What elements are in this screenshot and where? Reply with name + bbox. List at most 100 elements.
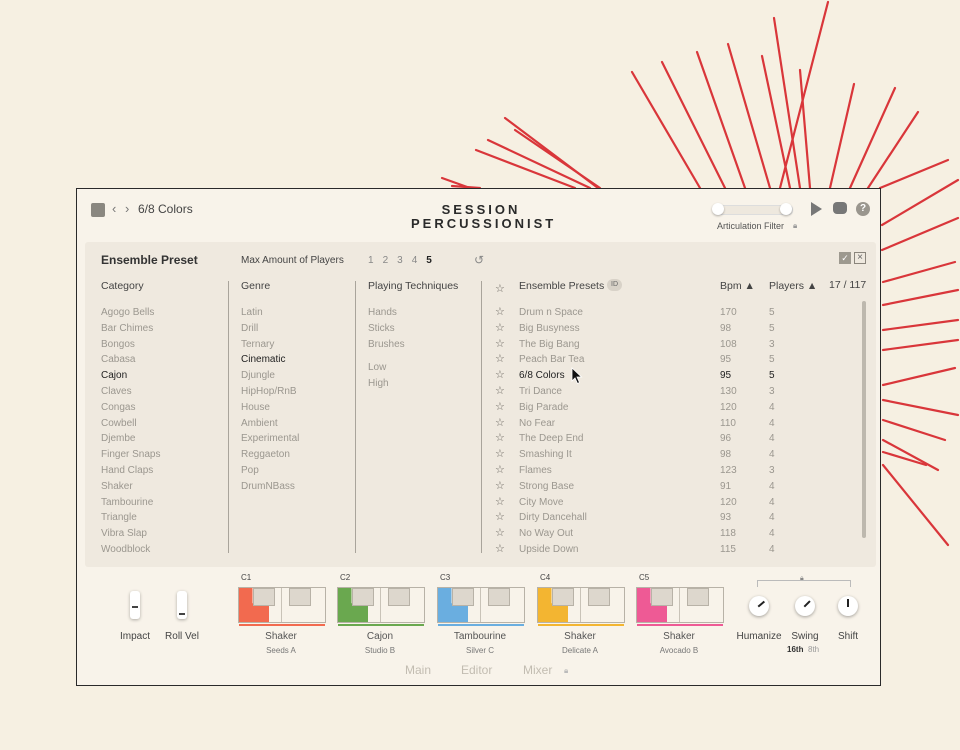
favorites-header-icon[interactable]: ☆ [495,283,505,295]
player-count-option[interactable]: 3 [397,255,403,266]
range-handle-right[interactable] [780,203,792,215]
category-item[interactable]: Cajon [101,370,128,382]
favorite-star-icon[interactable]: ☆ [495,542,505,555]
preset-scrollbar[interactable] [862,301,866,538]
instrument-slot[interactable] [437,587,525,626]
category-item[interactable]: Djembe [101,433,136,445]
category-item[interactable]: Bar Chimes [101,322,154,334]
genre-item[interactable]: Pop [241,464,259,476]
preset-row[interactable]: ☆ Big Busyness 98 5 [495,321,855,337]
category-item[interactable]: Agogo Bells [101,307,155,318]
player-count-option[interactable]: 1 [368,255,374,266]
bpm-header[interactable]: Bpm ▲ [720,280,755,292]
preset-row[interactable]: ☆ No Fear 110 4 [495,416,855,432]
genre-item[interactable]: Drill [241,322,259,334]
technique-item[interactable]: Brushes [368,338,405,350]
intensity-item[interactable]: Low [368,362,387,374]
technique-item[interactable]: Sticks [368,322,395,334]
favorite-star-icon[interactable]: ☆ [495,479,505,492]
swing-16th-option[interactable]: 16th [787,645,804,654]
confirm-icon[interactable]: ✓ [839,252,851,264]
favorite-star-icon[interactable]: ☆ [495,369,505,382]
tab-editor[interactable]: Editor [461,663,493,677]
favorite-star-icon[interactable]: ☆ [495,463,505,476]
favorite-star-icon[interactable]: ☆ [495,400,505,413]
instrument-slot[interactable] [238,587,326,626]
category-item[interactable]: Shaker [101,480,133,492]
category-item[interactable]: Woodblock [101,543,151,555]
favorite-star-icon[interactable]: ☆ [495,306,505,318]
range-handle-left[interactable] [712,203,724,215]
technique-item[interactable]: Hands [368,307,397,318]
impact-slider[interactable] [130,591,140,619]
preset-row[interactable]: ☆ Peach Bar Tea 95 5 [495,352,855,368]
reset-icon[interactable]: ↺ [474,253,485,267]
category-item[interactable]: Claves [101,385,132,397]
genre-item[interactable]: Latin [241,307,263,318]
swing-8th-option[interactable]: 8th [808,645,820,654]
preset-row[interactable]: ☆ Tri Dance 130 3 [495,384,855,400]
category-item[interactable]: Cabasa [101,354,136,366]
instrument-slot[interactable] [636,587,724,626]
instrument-slot[interactable] [537,587,625,626]
favorite-star-icon[interactable]: ☆ [495,337,505,350]
player-count-option[interactable]: 2 [382,255,389,266]
humanize-knob[interactable] [749,596,769,616]
genre-item[interactable]: Djungle [241,370,275,382]
category-item[interactable]: Congas [101,401,136,413]
help-icon[interactable]: ? [856,202,870,216]
prev-preset-icon[interactable]: ‹ [112,201,117,216]
favorite-star-icon[interactable]: ☆ [495,527,505,540]
group-lock-icon[interactable]: 🔒︎ [800,575,804,582]
player-count-option[interactable]: 4 [411,255,418,266]
play-icon[interactable] [811,202,822,216]
preset-name[interactable]: 6/8 Colors [138,202,193,216]
category-item[interactable]: Finger Snaps [101,449,161,461]
preset-row[interactable]: ☆ City Move 120 4 [495,495,855,511]
favorite-star-icon[interactable]: ☆ [495,384,505,397]
category-item[interactable]: Triangle [101,512,137,524]
preset-row[interactable]: ☆ Big Parade 120 4 [495,400,855,416]
category-item[interactable]: Hand Claps [101,464,154,476]
favorite-star-icon[interactable]: ☆ [495,416,505,429]
preset-row[interactable]: ☆ 6/8 Colors 95 5 [495,368,855,384]
tab-mixer[interactable]: Mixer [523,663,553,677]
swing-knob[interactable] [795,596,815,616]
genre-item[interactable]: Cinematic [241,354,286,366]
genre-item[interactable]: Ternary [241,338,275,350]
next-preset-icon[interactable]: › [125,201,130,216]
category-item[interactable]: Bongos [101,338,135,350]
preset-row[interactable]: ☆ Smashing It 98 4 [495,447,855,463]
instrument-slot[interactable] [337,587,425,626]
dice-icon[interactable] [91,203,105,217]
preset-row[interactable]: ☆ Flames 123 3 [495,463,855,479]
preset-row[interactable]: ☆ The Big Bang 108 3 [495,337,855,353]
close-icon[interactable]: × [854,252,866,264]
genre-item[interactable]: House [241,401,270,413]
category-item[interactable]: Vibra Slap [101,528,147,540]
preset-row[interactable]: ☆ The Deep End 96 4 [495,431,855,447]
shift-knob[interactable] [838,596,858,616]
players-header[interactable]: Players ▲ [769,280,818,292]
favorite-star-icon[interactable]: ☆ [495,448,505,461]
favorite-star-icon[interactable]: ☆ [495,353,505,366]
articulation-filter-range[interactable] [712,203,793,215]
genre-item[interactable]: Ambient [241,417,278,429]
id-badge[interactable]: ID [607,279,622,291]
genre-item[interactable]: DrumNBass [241,480,295,492]
gamepad-icon[interactable] [833,202,847,214]
preset-row[interactable]: ☆ Dirty Dancehall 93 4 [495,510,855,526]
preset-row[interactable]: ☆ Upside Down 115 4 [495,542,855,558]
genre-item[interactable]: Reggaeton [241,449,290,461]
favorite-star-icon[interactable]: ☆ [495,511,505,524]
category-item[interactable]: Tambourine [101,496,154,508]
favorite-star-icon[interactable]: ☆ [495,432,505,445]
preset-row[interactable]: ☆ Drum n Space 170 5 [495,305,855,321]
genre-item[interactable]: HipHop/RnB [241,385,297,397]
genre-item[interactable]: Experimental [241,433,300,445]
player-count-option[interactable]: 5 [426,255,432,266]
preset-row[interactable]: ☆ Strong Base 91 4 [495,479,855,495]
preset-row[interactable]: ☆ No Way Out 118 4 [495,526,855,542]
roll-vel-slider[interactable] [177,591,187,619]
category-item[interactable]: Cowbell [101,417,137,429]
